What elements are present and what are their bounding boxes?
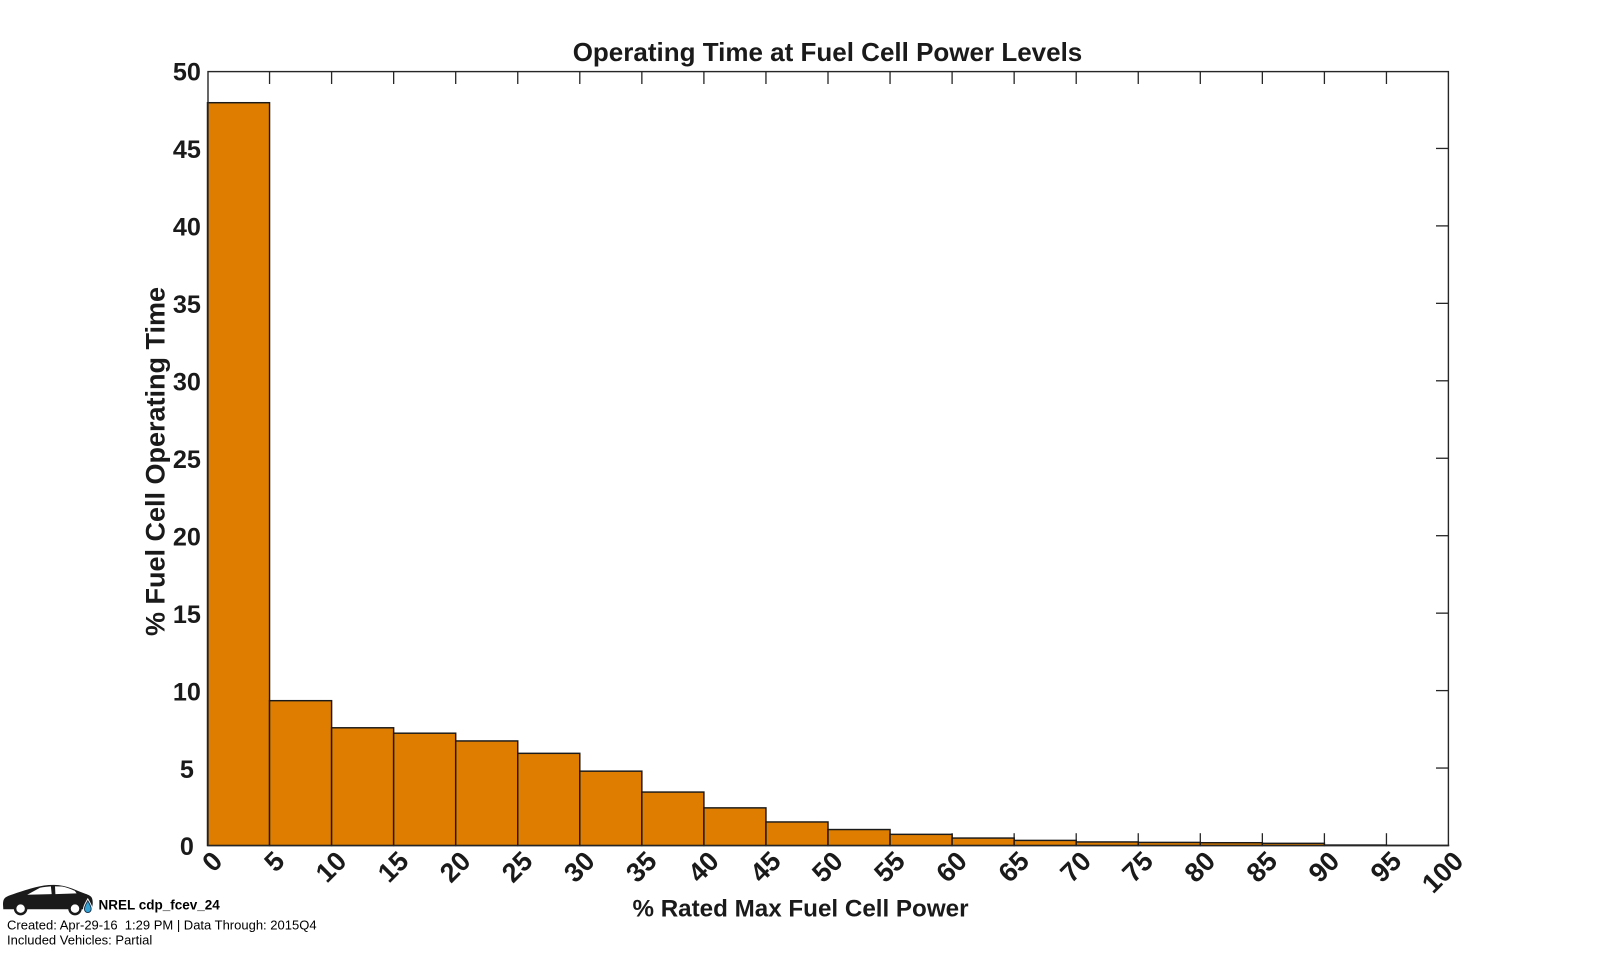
svg-text:% Fuel Cell Operating Time: % Fuel Cell Operating Time [141, 287, 171, 636]
svg-text:Included Vehicles: Partial: Included Vehicles: Partial [7, 933, 152, 948]
svg-text:5: 5 [180, 756, 194, 784]
svg-text:15: 15 [173, 601, 201, 629]
svg-text:35: 35 [173, 291, 201, 319]
svg-text:10: 10 [173, 678, 201, 706]
svg-text:30: 30 [173, 369, 201, 397]
svg-text:50: 50 [173, 59, 201, 87]
svg-text:NREL cdp_fcev_24: NREL cdp_fcev_24 [99, 898, 221, 913]
svg-text:40: 40 [173, 214, 201, 242]
svg-text:20: 20 [173, 523, 201, 551]
svg-text:Operating Time at Fuel Cell Po: Operating Time at Fuel Cell Power Levels [573, 37, 1083, 67]
svg-text:45: 45 [173, 136, 201, 164]
svg-text:25: 25 [173, 446, 201, 474]
svg-text:% Rated Max Fuel Cell Power: % Rated Max Fuel Cell Power [632, 896, 969, 923]
svg-text:Created: Apr-29-16 1:29 PM |: Created: Apr-29-16 1:29 PM | Data Throug… [7, 917, 317, 932]
svg-text:0: 0 [180, 833, 194, 861]
